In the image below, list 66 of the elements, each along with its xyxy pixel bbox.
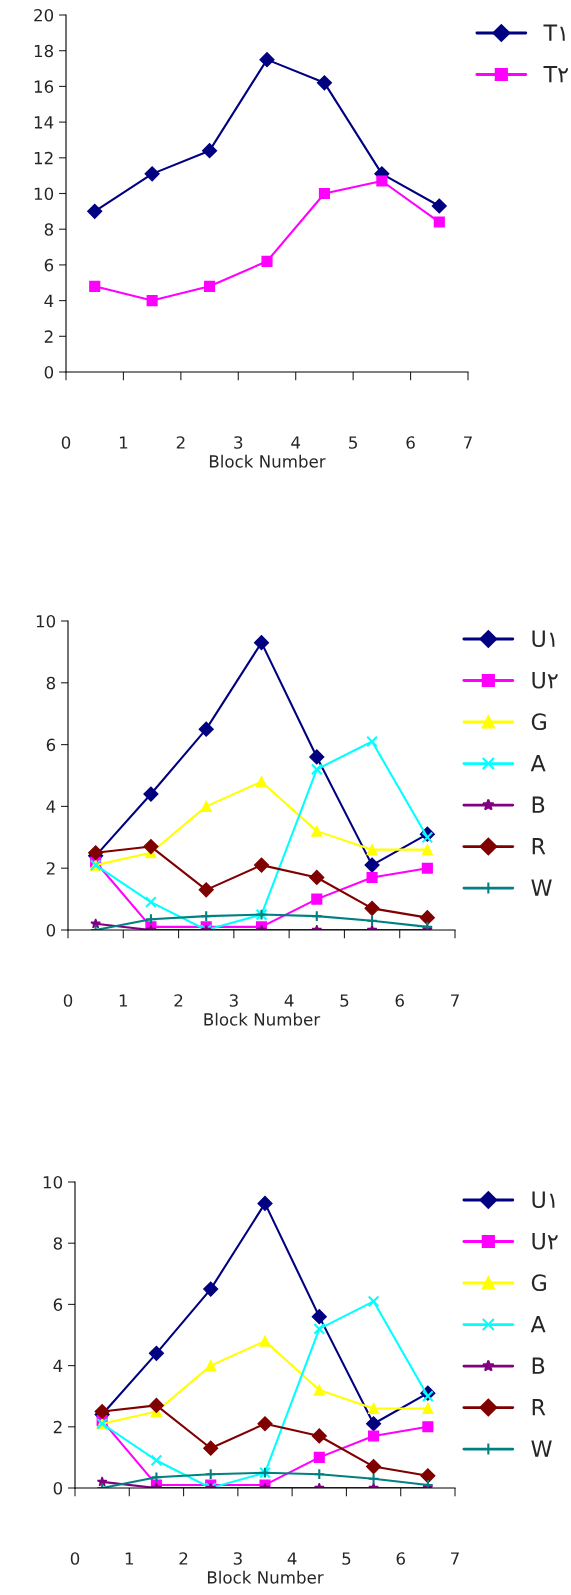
legend-label: A (530, 755, 546, 772)
legend-label: W (531, 879, 552, 896)
y-tick-label: 6 (44, 258, 54, 272)
legend-label: U١ (532, 1191, 555, 1209)
x-axis-title: Block Number (209, 454, 326, 468)
x-tick-label: 3 (229, 994, 238, 1007)
y-tick-label: 10 (36, 614, 56, 628)
x-tick-label: 6 (406, 436, 415, 449)
legend-label: T١ (543, 24, 565, 41)
x-tick-label: 4 (284, 994, 294, 1007)
y-tick-label: 8 (44, 223, 54, 236)
y-tick-label: 6 (53, 1298, 63, 1311)
legend-label: T٢ (543, 66, 569, 83)
x-tick-label: 1 (125, 1552, 134, 1565)
legend-label: B (532, 1357, 545, 1374)
x-axis-title: Block Number (204, 1012, 321, 1026)
x-tick-label: 6 (396, 1552, 405, 1565)
y-tick-label: 0 (46, 923, 56, 937)
x-tick-label: 0 (70, 1552, 80, 1565)
x-tick-label: 0 (61, 436, 71, 449)
legend-label: U٢ (532, 672, 558, 689)
x-tick-label: 1 (119, 436, 128, 449)
x-tick-label: 4 (287, 1552, 297, 1565)
y-tick-label: 16 (34, 80, 54, 93)
x-tick-label: 4 (291, 436, 301, 449)
x-tick-label: 2 (176, 436, 185, 449)
legend-label: G (531, 713, 546, 731)
x-axis-title: Block Number (207, 1570, 324, 1584)
y-tick-label: 0 (53, 1481, 63, 1495)
legend-label: B (532, 796, 545, 813)
y-tick-label: 2 (46, 862, 55, 875)
y-tick-label: 4 (44, 294, 54, 307)
y-tick-label: 12 (34, 151, 53, 165)
x-tick-label: 7 (451, 994, 459, 1007)
legend-label: U٢ (532, 1233, 558, 1250)
y-tick-label: 14 (34, 116, 54, 129)
x-tick-label: 6 (395, 994, 404, 1007)
x-tick-label: 3 (234, 436, 243, 449)
y-tick-label: 8 (53, 1237, 63, 1250)
x-tick-label: 2 (174, 994, 183, 1007)
y-tick-label: 18 (34, 44, 54, 58)
y-tick-label: 2 (44, 330, 53, 343)
y-tick-label: 20 (34, 8, 54, 22)
x-tick-label: 5 (342, 1552, 351, 1565)
legend-label: R (532, 838, 546, 855)
y-tick-label: 4 (53, 1359, 63, 1372)
y-tick-label: 0 (44, 365, 54, 379)
legend-label: U١ (532, 630, 555, 648)
y-tick-label: 2 (53, 1420, 62, 1434)
x-tick-label: 7 (464, 436, 472, 449)
legend-label: G (531, 1274, 546, 1292)
x-tick-label: 5 (349, 436, 357, 449)
x-tick-label: 0 (63, 994, 73, 1007)
y-tick-label: 4 (46, 800, 56, 813)
x-tick-label: 7 (451, 1552, 459, 1565)
x-tick-label: 2 (179, 1552, 188, 1565)
x-tick-label: 5 (340, 994, 349, 1007)
legend-label: R (532, 1399, 546, 1416)
x-tick-label: 3 (233, 1552, 242, 1565)
y-tick-label: 10 (43, 1175, 63, 1189)
x-tick-label: 1 (119, 994, 128, 1007)
legend-label: A (530, 1316, 546, 1333)
y-tick-label: 6 (46, 738, 56, 752)
y-tick-label: 8 (46, 676, 56, 690)
y-tick-label: 10 (34, 187, 54, 201)
legend-label: W (531, 1440, 552, 1457)
